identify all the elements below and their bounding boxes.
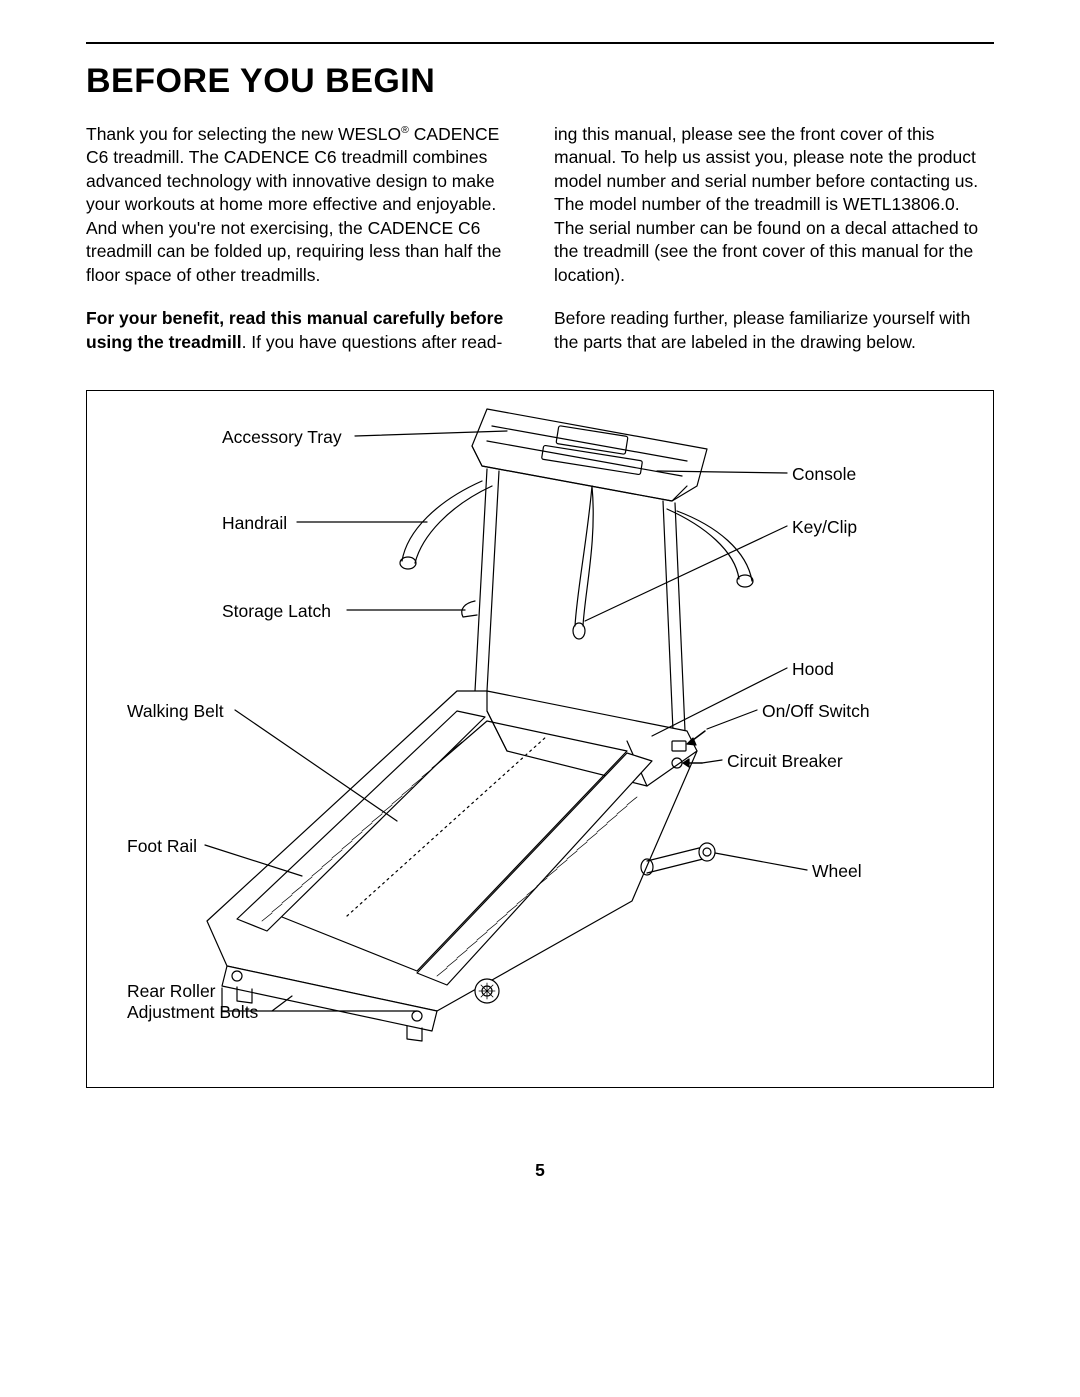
p2-rest: . If you have questions after read- — [242, 332, 503, 352]
page-title: BEFORE YOU BEGIN — [86, 62, 994, 101]
paragraph-3: ing this manual, please see the front co… — [554, 123, 994, 287]
page-number: 5 — [0, 1160, 1080, 1181]
registered-mark: ® — [401, 124, 409, 136]
p1-text-a: Thank you for selecting the new WESLO — [86, 124, 401, 144]
column-right: ing this manual, please see the front co… — [554, 123, 994, 374]
column-left: Thank you for selecting the new WESLO® C… — [86, 123, 526, 374]
body-columns: Thank you for selecting the new WESLO® C… — [86, 123, 994, 374]
top-horizontal-rule — [86, 42, 994, 44]
treadmill-diagram: Accessory Tray Handrail Storage Latch Wa… — [86, 390, 994, 1088]
paragraph-2: For your benefit, read this manual caref… — [86, 307, 526, 354]
p1-text-b: CADENCE C6 treadmill. The CADENCE C6 tre… — [86, 124, 501, 285]
treadmill-svg — [87, 391, 993, 1087]
paragraph-4: Before reading further, please familiari… — [554, 307, 994, 354]
paragraph-1: Thank you for selecting the new WESLO® C… — [86, 123, 526, 287]
